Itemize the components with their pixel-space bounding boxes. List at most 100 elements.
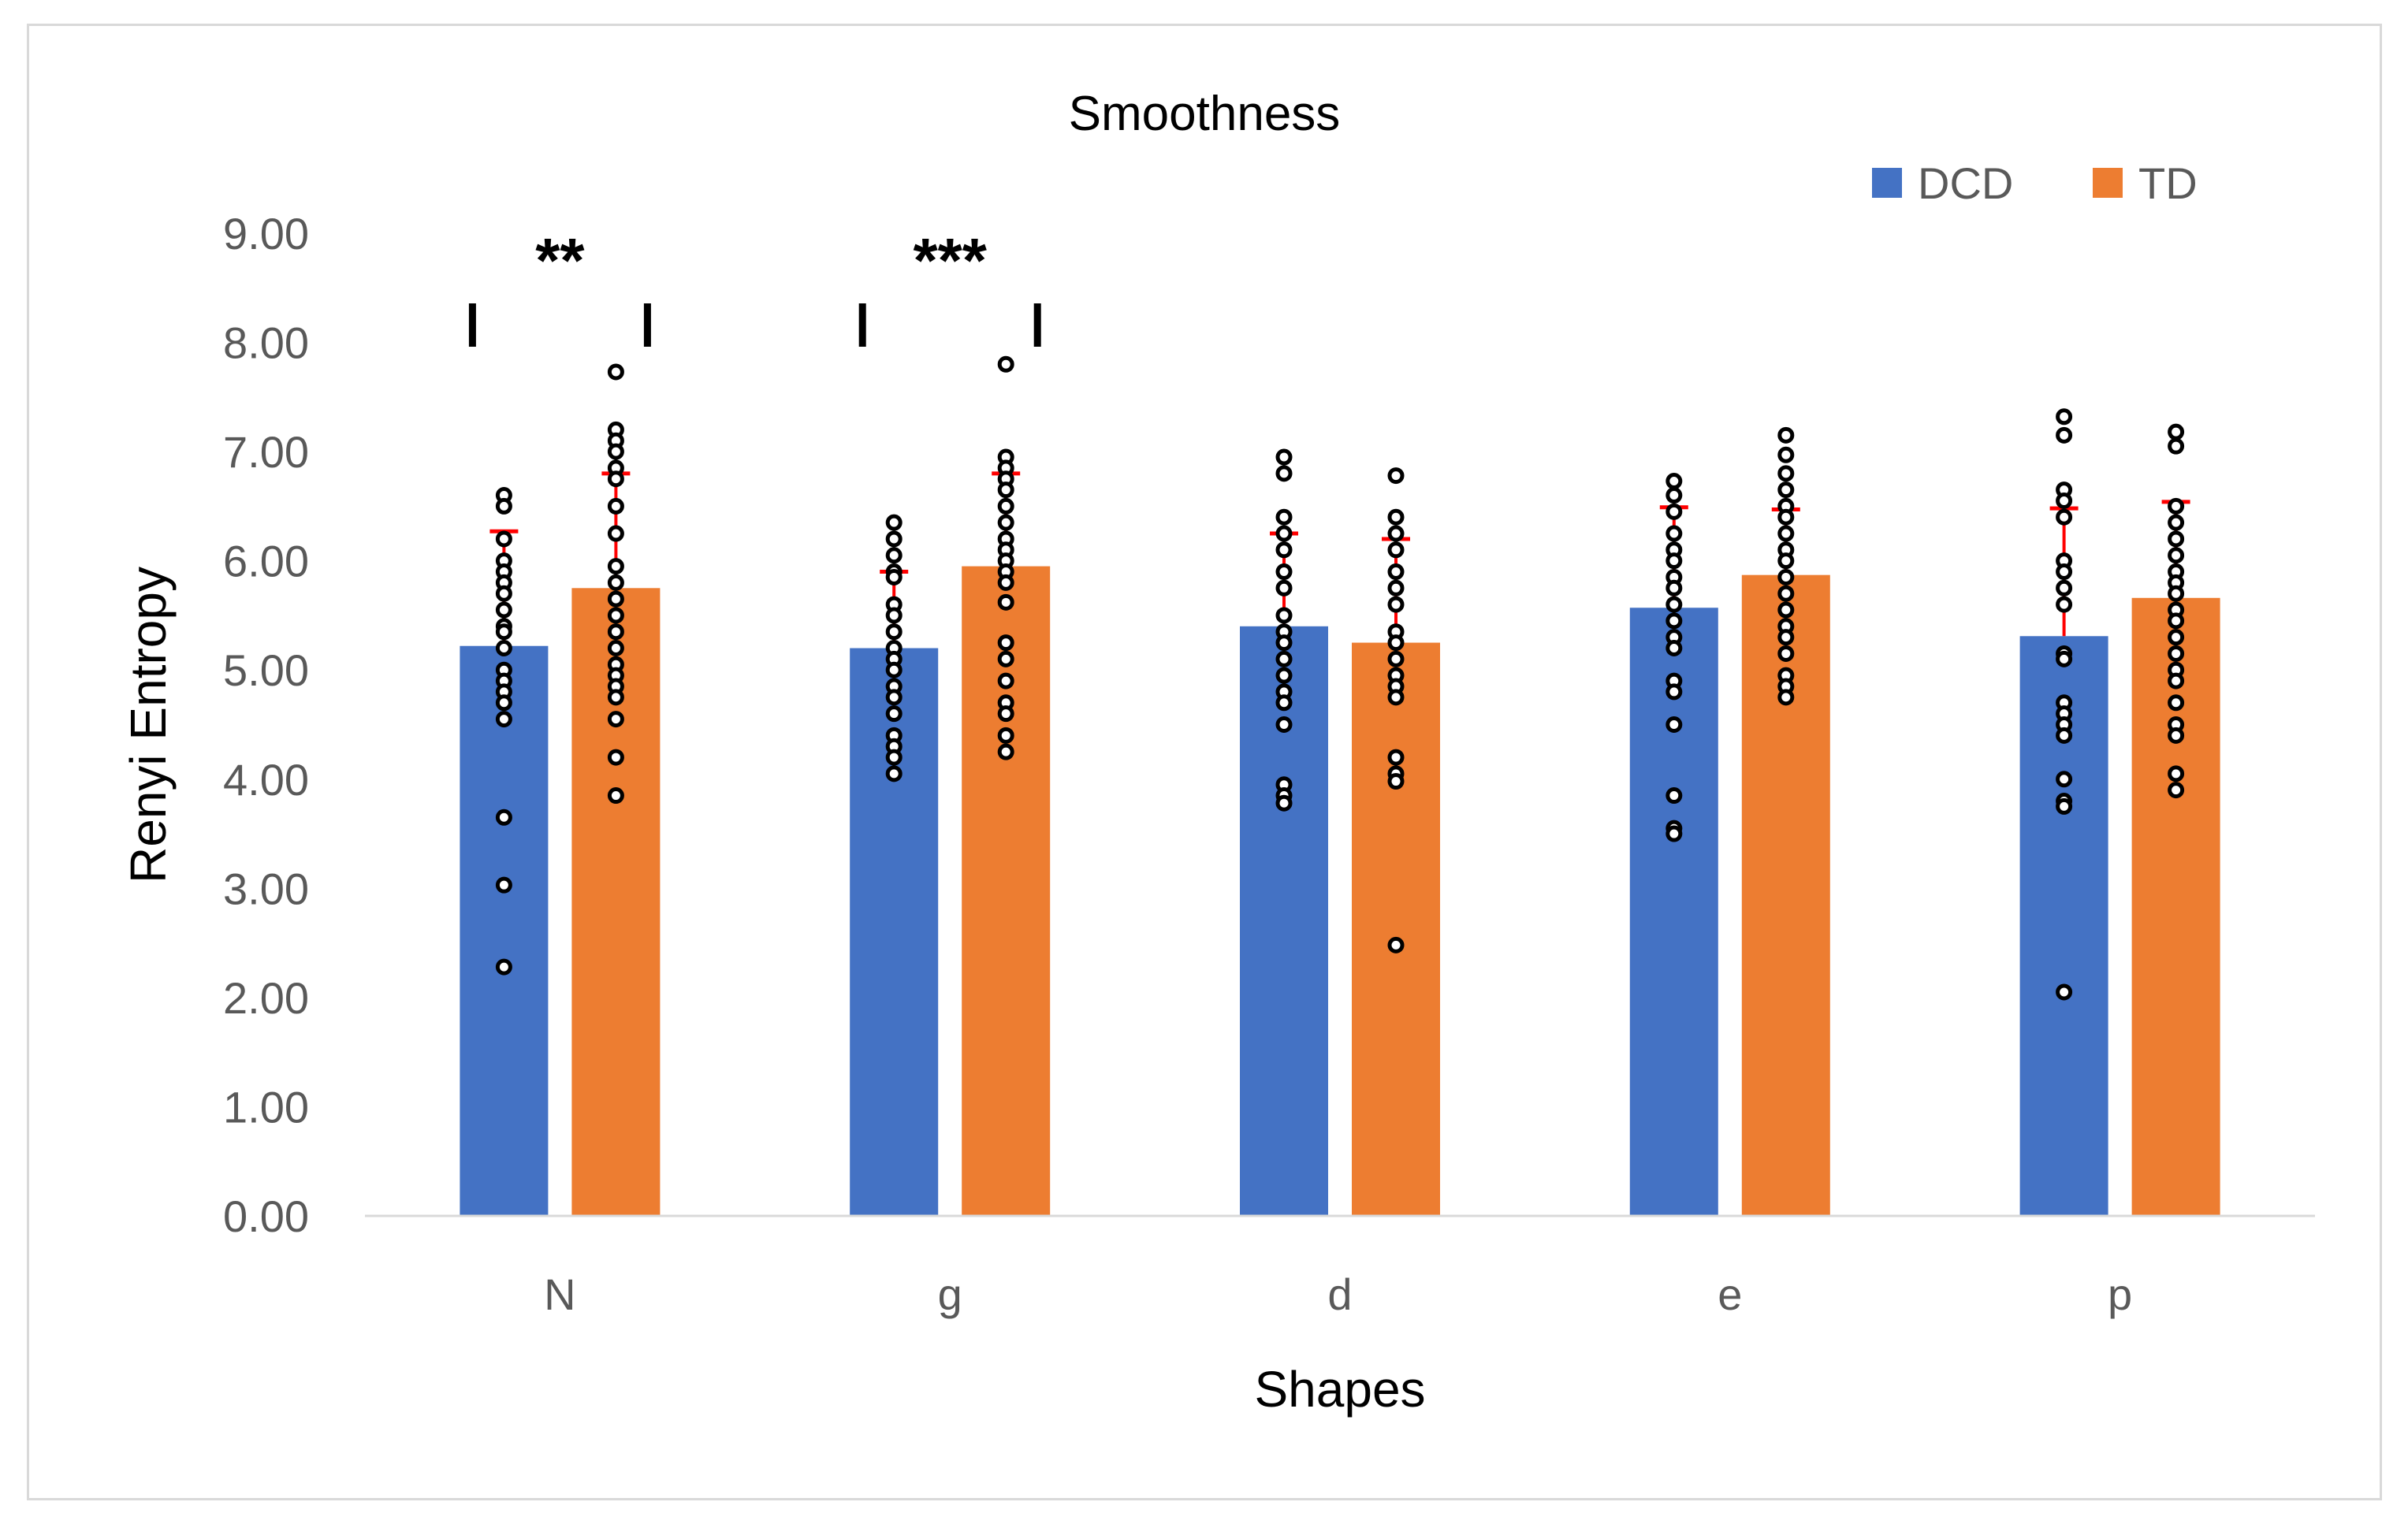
data-point-td-e	[1777, 568, 1795, 585]
data-point-dcd-N	[495, 585, 512, 602]
bar-td-d	[1352, 642, 1440, 1216]
y-axis-ticks: 0.00 1.00 2.00 3.00 4.00 5.00 6.00 7.00 8.00 9.00	[223, 209, 309, 1241]
data-point-dcd-d	[1275, 667, 1293, 684]
data-point-dcd-d	[1275, 794, 1293, 812]
data-point-dcd-g	[885, 705, 903, 723]
y-tick-label: 8.00	[223, 318, 309, 368]
data-point-dcd-g	[885, 689, 903, 706]
data-point-td-d	[1387, 689, 1405, 706]
legend-swatch-dcd	[1872, 168, 1902, 198]
data-point-td-N	[607, 623, 624, 641]
data-point-td-e	[1777, 481, 1795, 499]
data-point-dcd-e	[1666, 487, 1683, 504]
data-point-dcd-d	[1275, 694, 1293, 712]
data-point-td-N	[607, 574, 624, 591]
data-point-td-d	[1387, 541, 1405, 559]
x-tick-label-g: g	[938, 1269, 962, 1319]
data-point-td-g	[997, 514, 1014, 531]
data-point-td-p	[2168, 514, 2185, 531]
data-point-td-e	[1777, 525, 1795, 542]
data-point-dcd-N	[495, 601, 512, 619]
y-axis-label: Renyi Entropy	[120, 567, 177, 883]
data-point-td-p	[2168, 727, 2185, 744]
data-point-td-e	[1777, 645, 1795, 662]
data-point-dcd-e	[1666, 683, 1683, 701]
data-point-td-d	[1387, 508, 1405, 526]
data-point-dcd-d	[1275, 508, 1293, 526]
data-point-td-g	[997, 743, 1014, 760]
data-point-td-p	[2168, 694, 2185, 712]
data-point-dcd-g	[885, 607, 903, 624]
data-point-dcd-e	[1666, 596, 1683, 613]
data-point-td-g	[997, 355, 1014, 373]
y-tick-label: 5.00	[223, 645, 309, 695]
data-point-dcd-d	[1275, 650, 1293, 667]
data-point-dcd-N	[495, 711, 512, 728]
data-point-td-d	[1387, 936, 1405, 953]
data-point-td-p	[2168, 423, 2185, 440]
data-points	[495, 355, 2185, 1001]
data-point-td-p	[2168, 547, 2185, 564]
data-point-dcd-g	[885, 765, 903, 782]
data-point-dcd-N	[495, 530, 512, 548]
data-point-td-p	[2168, 765, 2185, 782]
data-point-dcd-g	[885, 547, 903, 564]
data-point-dcd-g	[885, 530, 903, 548]
data-point-td-g	[997, 481, 1014, 499]
data-point-td-N	[607, 470, 624, 488]
data-point-dcd-p	[2056, 771, 2073, 788]
data-point-td-N	[607, 689, 624, 706]
data-point-dcd-g	[885, 568, 903, 585]
data-point-td-d	[1387, 749, 1405, 766]
data-point-td-N	[607, 558, 624, 575]
data-point-td-p	[2168, 585, 2185, 602]
data-point-dcd-p	[2056, 492, 2073, 509]
data-point-dcd-e	[1666, 716, 1683, 733]
data-point-td-N	[607, 590, 624, 608]
bar-td-p	[2131, 597, 2220, 1216]
data-point-td-g	[997, 650, 1014, 667]
data-point-dcd-e	[1666, 787, 1683, 805]
data-point-dcd-p	[2056, 426, 2073, 444]
data-point-dcd-d	[1275, 541, 1293, 559]
data-point-td-p	[2168, 672, 2185, 690]
x-tick-label-e: e	[1718, 1269, 1742, 1319]
data-point-td-N	[607, 607, 624, 624]
data-point-td-d	[1387, 525, 1405, 542]
data-point-dcd-d	[1275, 465, 1293, 482]
data-point-td-N	[607, 363, 624, 381]
data-point-td-N	[607, 787, 624, 805]
data-point-dcd-e	[1666, 552, 1683, 570]
data-point-td-g	[997, 634, 1014, 652]
significance-label-g: ***	[913, 225, 987, 296]
data-point-dcd-p	[2056, 983, 2073, 1001]
bar-dcd-N	[460, 645, 549, 1216]
data-point-td-e	[1777, 629, 1795, 646]
data-point-dcd-g	[885, 623, 903, 641]
data-point-td-d	[1387, 579, 1405, 597]
data-point-td-d	[1387, 634, 1405, 652]
data-point-td-g	[997, 593, 1014, 611]
chart-frame	[27, 24, 2382, 1500]
data-point-td-N	[607, 497, 624, 515]
data-point-dcd-p	[2056, 408, 2073, 426]
data-point-td-d	[1387, 563, 1405, 581]
chart-title: Smoothness	[1069, 87, 1341, 141]
data-point-td-e	[1777, 601, 1795, 619]
data-point-dcd-e	[1666, 640, 1683, 657]
data-point-dcd-d	[1275, 716, 1293, 733]
data-point-td-p	[2168, 629, 2185, 646]
legend-swatch-td	[2093, 168, 2123, 198]
data-point-dcd-p	[2056, 797, 2073, 815]
data-point-td-p	[2168, 645, 2185, 662]
data-point-dcd-N	[495, 876, 512, 894]
data-point-td-N	[607, 525, 624, 542]
data-point-dcd-e	[1666, 825, 1683, 842]
data-point-td-e	[1777, 426, 1795, 444]
data-point-dcd-d	[1275, 448, 1293, 466]
data-point-td-p	[2168, 782, 2185, 799]
data-point-td-g	[997, 497, 1014, 515]
data-point-dcd-N	[495, 640, 512, 657]
